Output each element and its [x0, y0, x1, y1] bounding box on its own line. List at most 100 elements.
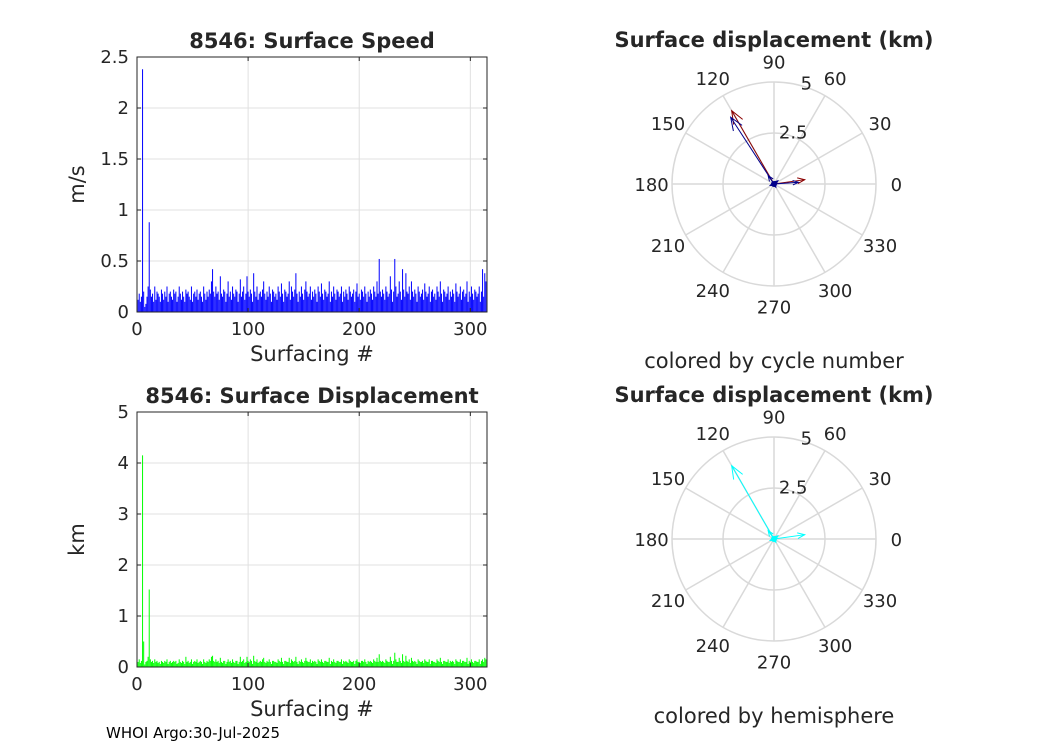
- bar: [177, 296, 179, 312]
- r-tick-label: 2.5: [779, 478, 808, 499]
- bar: [439, 281, 441, 312]
- bar: [177, 662, 179, 667]
- vector-arrowhead: [767, 174, 774, 182]
- bar: [268, 286, 270, 312]
- bar: [436, 286, 438, 312]
- bar: [429, 663, 431, 667]
- bar: [416, 301, 418, 312]
- bar: [244, 299, 246, 312]
- x-tick-label: 100: [231, 674, 265, 695]
- bar: [162, 293, 164, 312]
- bar: [138, 293, 140, 312]
- bar: [237, 301, 239, 312]
- bar: [150, 296, 152, 312]
- bar: [287, 661, 289, 667]
- bar: [345, 660, 347, 667]
- bar: [426, 296, 428, 312]
- bar: [434, 661, 436, 667]
- bar: [302, 661, 304, 667]
- bar: [230, 662, 232, 667]
- bar: [425, 291, 427, 312]
- bar: [243, 286, 245, 312]
- bar: [169, 291, 171, 312]
- bar: [186, 661, 188, 667]
- bar: [340, 286, 342, 312]
- bar: [342, 301, 344, 312]
- bar: [138, 659, 140, 667]
- bar: [410, 657, 412, 667]
- bar: [209, 660, 211, 667]
- bar: [474, 660, 476, 667]
- bar: [265, 299, 267, 312]
- bar: [438, 296, 440, 312]
- bar: [216, 293, 218, 312]
- bar: [210, 281, 212, 312]
- bar: [294, 289, 296, 312]
- bar: [409, 299, 411, 312]
- bar: [475, 660, 477, 667]
- bar: [364, 659, 366, 667]
- theta-tick-label: 270: [757, 652, 791, 673]
- bar: [353, 289, 355, 312]
- bar: [355, 660, 357, 667]
- bar: [239, 656, 241, 667]
- bar: [480, 291, 482, 312]
- bar: [263, 281, 265, 312]
- bar: [352, 293, 354, 312]
- y-tick-label: 0.5: [100, 251, 129, 272]
- bar: [215, 286, 217, 312]
- bar: [264, 293, 266, 312]
- bar: [443, 289, 445, 312]
- bar: [296, 661, 298, 667]
- theta-tick-label: 60: [824, 424, 847, 445]
- bar: [278, 291, 280, 312]
- vector-arrowhead: [767, 529, 774, 537]
- bar: [154, 659, 156, 667]
- bar: [248, 296, 250, 312]
- bar: [148, 589, 150, 667]
- bar: [176, 301, 178, 312]
- bar: [266, 291, 268, 312]
- bar: [372, 299, 374, 312]
- bar: [468, 291, 470, 312]
- bar: [250, 660, 252, 667]
- theta-tick-label: 150: [651, 114, 685, 135]
- bar: [286, 296, 288, 312]
- bar: [288, 281, 290, 312]
- bar: [170, 296, 172, 312]
- bar: [316, 663, 318, 667]
- bar: [227, 281, 229, 312]
- bar: [300, 286, 302, 312]
- bar: [315, 293, 317, 312]
- bar: [297, 301, 299, 312]
- bar: [165, 296, 167, 312]
- bar: [325, 291, 327, 312]
- bar: [139, 301, 141, 312]
- polar-ring: [722, 487, 826, 591]
- bar: [277, 659, 279, 667]
- polar-chart-hemisphere: 0 30 60 90 120 150 180 210 240 270 300 330 2.5 5 Surfa…: [614, 383, 933, 728]
- bar: [209, 293, 211, 312]
- bar: [163, 662, 165, 667]
- bar: [353, 660, 355, 667]
- bar: [428, 286, 430, 312]
- bar: [376, 281, 378, 312]
- bar: [402, 269, 404, 312]
- bar: [192, 663, 194, 667]
- bar: [246, 276, 248, 312]
- bar: [144, 306, 146, 312]
- bar: [280, 657, 282, 667]
- bar: [229, 660, 231, 667]
- bar: [445, 661, 447, 667]
- bar: [454, 301, 456, 312]
- bar: [464, 661, 466, 667]
- theta-tick-label: 0: [891, 175, 902, 196]
- bar: [270, 663, 272, 667]
- vector-arrowhead: [797, 532, 807, 539]
- bar: [280, 283, 282, 312]
- bar: [304, 660, 306, 667]
- bar: [142, 455, 144, 667]
- bar: [365, 293, 367, 312]
- bar: [146, 296, 148, 312]
- bar: [333, 286, 335, 312]
